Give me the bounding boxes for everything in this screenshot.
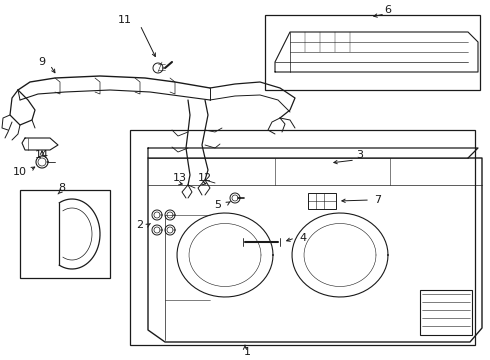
Text: 11: 11 [118,15,132,25]
Bar [420,290,472,335]
Text: 1: 1 [244,347,250,357]
Text: 7: 7 [374,195,382,205]
Text: 13: 13 [173,173,187,183]
Text: 8: 8 [58,183,66,193]
Text: 4: 4 [299,233,307,243]
Text: 2: 2 [136,220,144,230]
Bar [265,15,480,90]
Text: 12: 12 [198,173,212,183]
Bar [308,193,336,209]
Text: 14: 14 [35,150,49,160]
Bar [20,190,110,278]
Text: 10: 10 [13,167,27,177]
Text: 3: 3 [357,150,364,160]
Bar [130,130,475,345]
Text: 9: 9 [38,57,46,67]
Text: 6: 6 [385,5,392,15]
Text: 5: 5 [215,200,221,210]
